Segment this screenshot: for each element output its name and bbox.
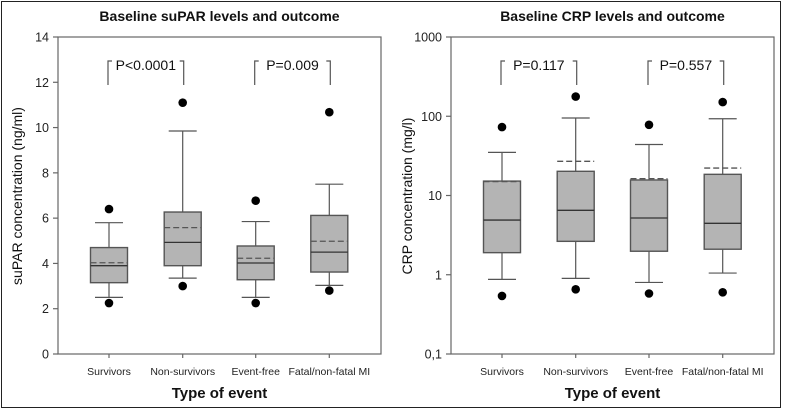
y-tick-label: 2 xyxy=(42,302,49,316)
p-value-label: P=0.117 xyxy=(513,57,565,73)
y-ticks: 0 2 4 6 8 10 12 14 xyxy=(35,31,58,362)
outlier-low xyxy=(718,288,727,297)
comparison: P=0.117 xyxy=(500,57,578,85)
outlier-low xyxy=(497,291,507,301)
y-axis-label: CRP concentration (mg/l) xyxy=(399,118,415,275)
outlier-low xyxy=(644,289,654,298)
p-value-label: P<0.0001 xyxy=(116,57,177,73)
box-plot-0 xyxy=(482,122,522,301)
bracket-right xyxy=(719,60,725,85)
outlier-low xyxy=(104,298,114,308)
plot-area xyxy=(450,36,775,355)
p-value-label: P=0.009 xyxy=(266,57,319,73)
box-plot-1 xyxy=(556,92,595,294)
chart-title: Baseline suPAR levels and outcome xyxy=(99,8,339,24)
outlier-high xyxy=(644,120,654,130)
y-tick-label: 12 xyxy=(35,76,49,90)
iqr-box xyxy=(703,173,742,250)
outlier-low xyxy=(325,286,334,295)
outlier-high xyxy=(571,92,580,101)
x-tick-label: Fatal/non-fatal MI xyxy=(682,366,764,378)
iqr-box xyxy=(556,170,595,243)
x-tick-label: Survivors xyxy=(87,366,131,378)
box-plot-3 xyxy=(310,107,349,295)
x-tick-label: Non-survivors xyxy=(150,366,215,378)
chart-title: Baseline CRP levels and outcome xyxy=(500,8,725,24)
box-plot-1 xyxy=(163,98,202,291)
y-tick-label: 8 xyxy=(42,166,49,180)
comparison: P=0.009 xyxy=(254,57,331,85)
comparison-brackets: P=0.117 P=0.557 xyxy=(500,57,725,85)
box-series xyxy=(482,92,742,301)
y-tick-label: 0 xyxy=(42,348,49,362)
bracket-right xyxy=(572,60,578,85)
bracket-right xyxy=(179,60,185,85)
x-axis-label: Type of event xyxy=(565,385,661,402)
outlier-low xyxy=(178,281,187,291)
bracket-right xyxy=(326,60,331,85)
y-axis-label: suPAR concentration (ng/ml) xyxy=(9,107,25,285)
comparison: P<0.0001 xyxy=(107,57,185,85)
iqr-box xyxy=(629,179,669,252)
x-tick-label: Event-free xyxy=(231,366,280,378)
comparison-brackets: P<0.0001 P=0.009 xyxy=(107,57,331,85)
comparison: P=0.557 xyxy=(647,57,725,85)
y-tick-label: 100 xyxy=(421,110,442,124)
supar-panel: Baseline suPAR levels and outcome suPAR … xyxy=(9,8,382,402)
outlier-high xyxy=(178,98,187,107)
y-tick-label: 10 xyxy=(35,121,49,135)
x-ticks: Survivors Non-survivors Event-free Fatal/no… xyxy=(480,354,764,378)
bracket-left xyxy=(647,60,652,85)
box-plot-2 xyxy=(236,196,275,308)
y-tick-label: 1 xyxy=(435,268,442,282)
x-axis-label: Type of event xyxy=(172,385,268,402)
outlier-low xyxy=(251,298,260,308)
y-ticks: 0,1 1 10 100 1000 xyxy=(414,31,451,362)
y-tick-label: 14 xyxy=(35,31,49,45)
outlier-high xyxy=(325,107,334,117)
bracket-left xyxy=(107,60,112,85)
y-tick-label: 10 xyxy=(428,189,442,203)
iqr-box xyxy=(310,214,349,273)
outlier-low xyxy=(571,285,580,294)
outlier-high xyxy=(104,204,114,214)
box-series xyxy=(89,98,349,308)
box-plot-0 xyxy=(89,204,129,308)
y-tick-label: 4 xyxy=(42,257,49,271)
box-plot-3 xyxy=(703,97,742,297)
x-tick-label: Fatal/non-fatal MI xyxy=(288,366,370,378)
outlier-high xyxy=(251,196,260,206)
bracket-left xyxy=(254,60,259,85)
y-tick-label: 6 xyxy=(42,212,49,226)
p-value-label: P=0.557 xyxy=(660,57,713,73)
y-tick-label: 1000 xyxy=(414,31,442,45)
box-plot-2 xyxy=(629,120,669,298)
x-tick-label: Survivors xyxy=(480,366,524,378)
crp-panel: Baseline CRP levels and outcome CRP conc… xyxy=(399,8,775,402)
x-ticks: Survivors Non-survivors Event-free Fatal/no… xyxy=(87,354,370,378)
bracket-left xyxy=(500,60,505,85)
y-tick-label: 0,1 xyxy=(425,348,442,362)
x-tick-label: Non-survivors xyxy=(543,366,608,378)
iqr-box xyxy=(163,211,202,267)
x-tick-label: Event-free xyxy=(625,366,674,378)
outlier-high xyxy=(497,122,507,132)
outlier-high xyxy=(718,97,727,107)
iqr-box xyxy=(482,180,522,254)
plot-area xyxy=(57,36,382,355)
